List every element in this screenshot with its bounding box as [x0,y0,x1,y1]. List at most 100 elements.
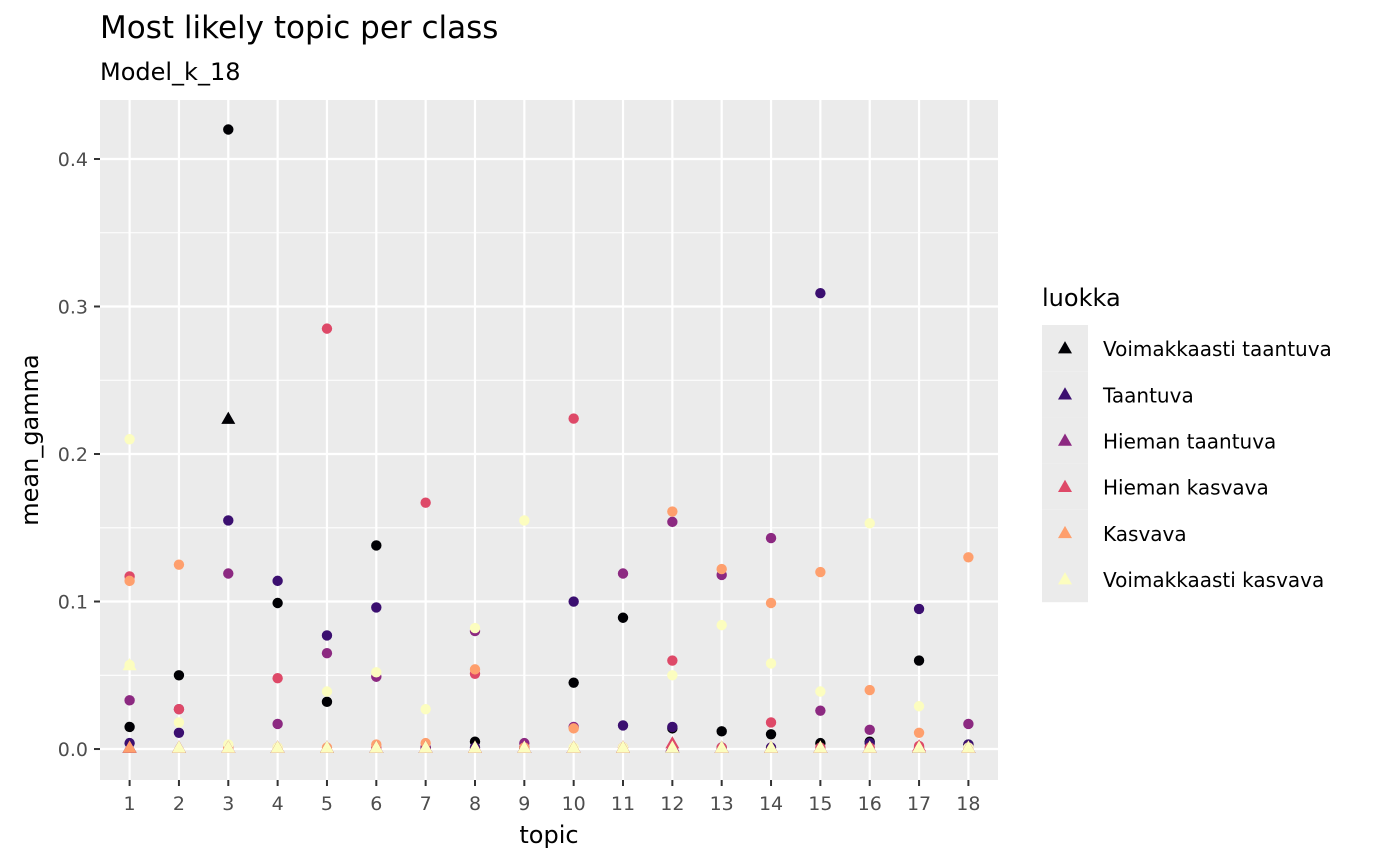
data-point [469,664,481,675]
legend-symbol [1058,572,1072,585]
data-point [272,718,283,730]
data-point [223,515,234,526]
data-point [864,684,875,696]
x-axis-label: topic [519,821,578,849]
chart-subtitle: Model_k_18 [100,58,241,86]
legend-label: Hieman taantuva [1103,430,1276,454]
data-point [420,703,431,715]
data-point-triangle [369,740,384,753]
plot-panel [100,100,998,780]
y-tick-label: 0.4 [58,149,88,171]
data-point [815,686,826,697]
data-point [223,568,234,579]
data-point-triangle [566,740,581,753]
data-point [321,686,333,697]
data-point [173,559,185,570]
data-point [716,619,727,631]
legend-label: Hieman kasvava [1103,476,1269,500]
data-point [617,612,629,623]
data-point-triangle [616,740,631,753]
data-point [765,729,777,740]
legend: luokka Voimakkaasti taantuva Taantuva Hiem… [1042,284,1332,603]
x-tick-label: 3 [222,793,234,815]
data-point-triangle [122,657,137,671]
y-tick-label: 0.3 [58,297,88,319]
x-tick-label: 6 [370,793,382,815]
data-point [124,575,135,587]
data-point-triangle [714,740,729,753]
data-point [371,540,382,551]
data-point [963,718,974,730]
data-point [667,506,678,517]
legend-label: Voimakkaasti taantuva [1103,337,1332,361]
data-point [519,515,530,526]
data-point-triangle [122,740,137,753]
y-tick-label: 0.2 [58,444,88,466]
data-point [568,677,579,688]
data-point-triangle [517,740,532,753]
data-point [272,673,283,684]
data-point [667,516,678,528]
data-point [124,434,135,445]
data-point [321,696,333,708]
data-point-triangle [319,740,334,753]
y-axis-label: mean_gamma [16,354,44,525]
x-tick-label: 18 [956,793,980,815]
data-point [321,323,333,334]
data-point [469,622,481,634]
data-point-triangle [912,740,927,753]
data-point [173,717,185,728]
chart-title: Most likely topic per class [100,10,499,46]
x-tick-label: 4 [272,793,284,815]
data-point [617,568,629,579]
data-point [815,705,826,716]
x-tick-label: 9 [518,793,530,815]
data-point [667,670,678,681]
data-point [667,655,678,666]
data-point [568,413,579,424]
data-point [913,727,925,738]
data-point [272,597,283,609]
data-point [864,724,875,736]
data-point [913,701,925,712]
legend-symbol [1058,433,1072,446]
data-point-triangle [961,740,976,753]
data-point [815,566,826,578]
legend-label: Voimakkaasti kasvava [1103,568,1324,592]
data-point [371,602,382,613]
data-point-triangle [665,740,680,753]
data-point [765,532,777,544]
axes: 0.00.10.20.30.41 2 3 4 5 6 7 8 9 10 11 12 13 14 15 16 17… [58,149,981,815]
data-point-triangle [862,740,877,753]
data-point [321,630,333,641]
data-point [716,726,727,737]
legend-title: luokka [1042,284,1121,312]
data-point [321,647,333,659]
data-point-triangle [270,740,285,753]
legend-label: Taantuva [1102,383,1194,407]
x-tick-label: 8 [469,793,481,815]
legend-symbol [1058,525,1072,539]
data-point [371,667,382,678]
x-tick-label: 16 [858,793,882,815]
data-point-triangle [418,740,433,753]
data-point [173,670,185,681]
data-point-triangle [221,411,236,424]
legend-symbol [1058,479,1072,492]
x-tick-label: 15 [808,793,832,815]
y-tick-label: 0.0 [58,739,88,761]
data-point [568,723,579,734]
data-point [716,563,727,575]
data-point [568,596,579,607]
x-tick-label: 17 [907,793,931,815]
data-point [963,552,974,563]
x-tick-label: 11 [611,793,635,815]
data-point [124,695,135,706]
x-tick-label: 7 [420,793,432,815]
x-tick-label: 12 [660,793,684,815]
data-point [765,717,777,728]
data-point [272,575,283,587]
data-points [122,124,976,753]
x-tick-label: 1 [124,793,136,815]
